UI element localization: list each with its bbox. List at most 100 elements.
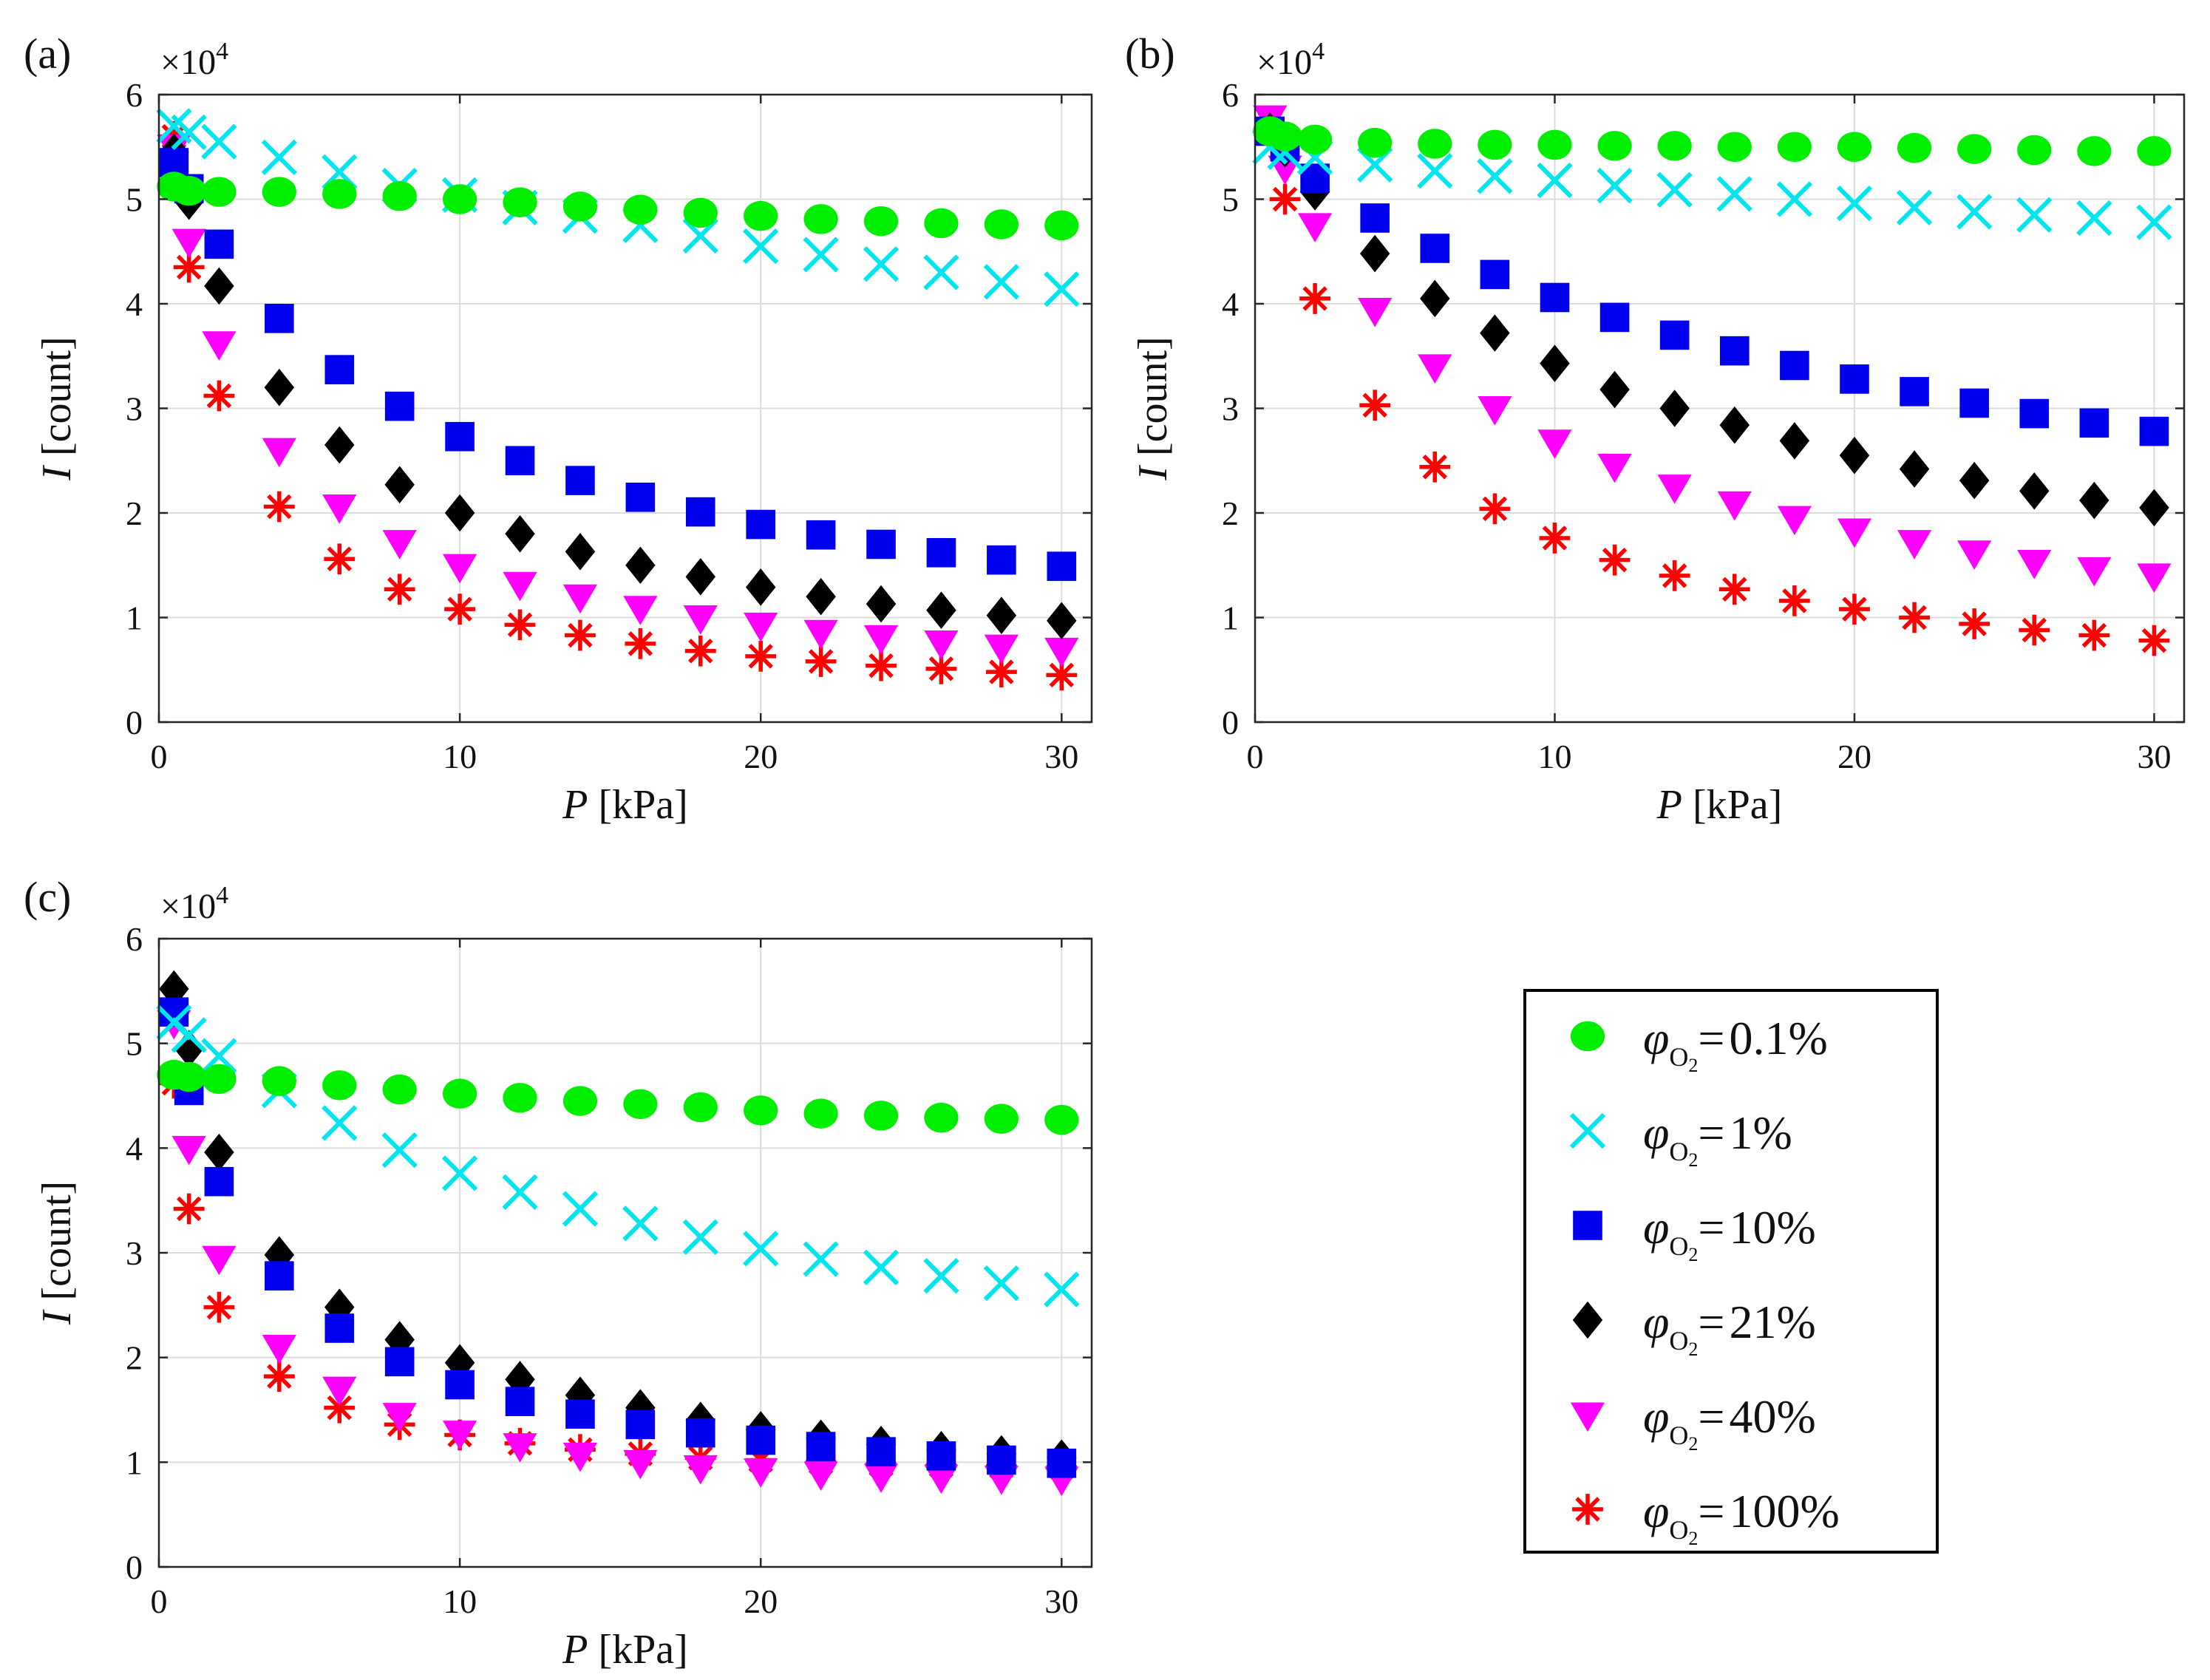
y-tick-label: 4 xyxy=(1222,285,1239,323)
data-point xyxy=(1599,370,1630,409)
panel-b: 0 10 20 30 0 1 2 3 4 5 6 ×104 P [kPa] I [count] (b) xyxy=(1125,30,2186,828)
x-tick-label: 20 xyxy=(1837,738,1871,775)
data-point xyxy=(171,1061,206,1092)
y-axis-label: I [count] xyxy=(34,336,80,480)
data-point xyxy=(1269,183,1301,215)
data-point xyxy=(1959,388,1989,418)
data-point xyxy=(2019,398,2050,429)
y-axis-label: I [count] xyxy=(34,1181,80,1325)
data-point xyxy=(204,267,234,305)
data-point xyxy=(1047,602,1077,640)
data-point xyxy=(743,228,779,265)
data-point xyxy=(2076,200,2112,237)
data-point xyxy=(1480,314,1510,352)
data-point xyxy=(745,568,776,606)
data-point xyxy=(1477,158,1513,194)
data-point xyxy=(442,184,477,214)
data-point xyxy=(382,1074,417,1105)
data-point xyxy=(565,466,595,495)
data-point xyxy=(202,1245,237,1276)
x-tick-label: 0 xyxy=(1247,738,1264,775)
data-point xyxy=(1537,129,1572,160)
series-40pct xyxy=(157,135,1079,667)
data-point xyxy=(262,1335,296,1364)
data-point xyxy=(803,204,838,234)
data-point xyxy=(174,1030,204,1068)
data-point xyxy=(322,1070,357,1101)
data-point xyxy=(444,494,475,532)
data-point xyxy=(803,1461,838,1492)
data-point xyxy=(1656,171,1693,208)
data-point xyxy=(866,1437,896,1466)
data-point xyxy=(502,1174,538,1210)
data-point xyxy=(986,596,1017,634)
legend-marker xyxy=(1570,1021,1605,1052)
legend-marker xyxy=(1570,1402,1605,1432)
data-point xyxy=(505,446,535,476)
data-point xyxy=(203,380,235,412)
data-point xyxy=(625,628,656,659)
legend-label: φO2=40% xyxy=(1643,1390,1816,1455)
data-point xyxy=(171,228,206,259)
data-point xyxy=(1478,129,1512,160)
data-point xyxy=(1360,203,1390,233)
data-point xyxy=(1776,181,1812,217)
data-point xyxy=(324,355,355,384)
legend-marker xyxy=(1573,1211,1602,1240)
data-point xyxy=(1657,131,1692,161)
data-point xyxy=(504,609,536,641)
y-tick-label: 0 xyxy=(126,704,143,741)
data-point xyxy=(1597,167,1633,204)
data-point xyxy=(505,1387,535,1416)
data-point xyxy=(1839,436,1870,475)
data-point xyxy=(983,1265,1019,1302)
data-point xyxy=(1358,297,1393,327)
data-point xyxy=(1044,1271,1080,1307)
data-point xyxy=(264,368,295,407)
y-tick-label: 5 xyxy=(126,1025,143,1063)
data-point xyxy=(1044,637,1079,667)
x-tick-label: 0 xyxy=(151,738,168,775)
data-point xyxy=(926,591,956,629)
data-point xyxy=(1659,390,1690,427)
data-point xyxy=(263,491,295,523)
data-point xyxy=(562,1442,598,1472)
data-point xyxy=(201,123,237,160)
data-point xyxy=(442,1078,477,1109)
data-point xyxy=(503,571,537,602)
data-point xyxy=(744,1458,778,1488)
series-0-1pct xyxy=(157,1059,1079,1135)
data-point xyxy=(1840,364,1869,394)
data-point xyxy=(1540,282,1570,313)
data-point xyxy=(1897,132,1932,163)
data-point xyxy=(202,177,237,207)
data-point xyxy=(1420,279,1450,318)
data-point xyxy=(1777,132,1812,162)
x-tick-label: 30 xyxy=(1044,1582,1078,1620)
data-point xyxy=(204,1166,234,1197)
y-tick-label: 6 xyxy=(1222,76,1239,114)
data-point xyxy=(384,1347,415,1377)
legend-label: φO2=10% xyxy=(1643,1201,1816,1265)
data-point xyxy=(863,246,900,282)
data-point xyxy=(1537,429,1572,459)
x-tick-label: 0 xyxy=(151,1582,168,1620)
data-point xyxy=(2019,614,2050,646)
data-point xyxy=(2017,550,2052,579)
data-point xyxy=(384,466,415,504)
data-point xyxy=(1359,390,1391,421)
series-0-1pct xyxy=(1253,116,2172,166)
data-point xyxy=(625,1409,656,1440)
data-point xyxy=(444,594,475,625)
data-point xyxy=(2077,136,2112,166)
data-point xyxy=(1359,234,1390,273)
data-point xyxy=(1537,162,1573,199)
data-point xyxy=(625,482,656,512)
data-point xyxy=(1044,1104,1079,1135)
data-point xyxy=(683,1092,718,1123)
data-point xyxy=(803,1098,838,1129)
panel-a: 0 10 20 30 0 1 2 3 4 5 6 ×104 P [kPa] I [count] (a) xyxy=(24,30,1093,828)
x-axis-label: P [kPa] xyxy=(562,1627,688,1673)
legend-marker xyxy=(1572,1494,1603,1525)
